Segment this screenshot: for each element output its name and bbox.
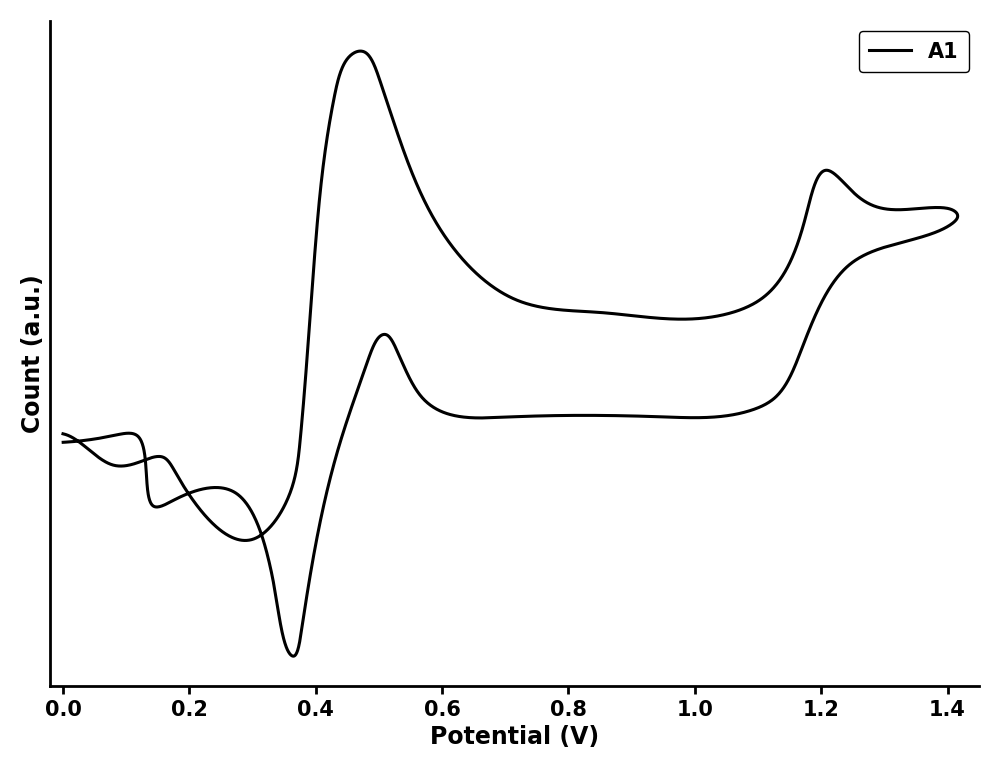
A1 bbox=[657, 314, 669, 323]
A1 bbox=[278, 635, 290, 644]
A1 bbox=[354, 46, 366, 55]
A1 bbox=[293, 445, 305, 454]
A1 bbox=[111, 430, 123, 440]
A1 bbox=[771, 279, 783, 288]
Y-axis label: Count (a.u.): Count (a.u.) bbox=[21, 274, 45, 433]
A1 bbox=[57, 437, 69, 447]
A1 bbox=[309, 242, 321, 251]
A1 bbox=[287, 651, 299, 661]
X-axis label: Potential (V): Potential (V) bbox=[430, 725, 599, 749]
Line: A1: A1 bbox=[63, 51, 958, 656]
Legend: A1: A1 bbox=[859, 32, 969, 72]
A1 bbox=[57, 429, 69, 438]
